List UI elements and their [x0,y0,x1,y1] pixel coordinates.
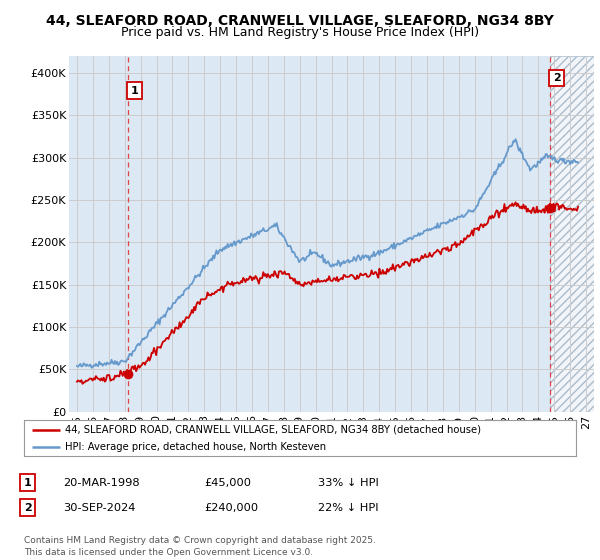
Text: 1: 1 [24,478,32,488]
Text: 44, SLEAFORD ROAD, CRANWELL VILLAGE, SLEAFORD, NG34 8BY (detached house): 44, SLEAFORD ROAD, CRANWELL VILLAGE, SLE… [65,425,481,435]
Text: 2: 2 [24,503,32,513]
Text: 30-SEP-2024: 30-SEP-2024 [63,503,136,513]
Text: 2: 2 [553,73,560,83]
Text: £45,000: £45,000 [204,478,251,488]
Text: 22% ↓ HPI: 22% ↓ HPI [318,503,379,513]
Text: Price paid vs. HM Land Registry's House Price Index (HPI): Price paid vs. HM Land Registry's House … [121,26,479,39]
Text: 1: 1 [131,86,139,96]
Text: £240,000: £240,000 [204,503,258,513]
Text: HPI: Average price, detached house, North Kesteven: HPI: Average price, detached house, Nort… [65,442,326,451]
Text: Contains HM Land Registry data © Crown copyright and database right 2025.
This d: Contains HM Land Registry data © Crown c… [24,536,376,557]
Text: 44, SLEAFORD ROAD, CRANWELL VILLAGE, SLEAFORD, NG34 8BY: 44, SLEAFORD ROAD, CRANWELL VILLAGE, SLE… [46,14,554,28]
Bar [550,56,594,412]
Text: 33% ↓ HPI: 33% ↓ HPI [318,478,379,488]
Bar [550,56,594,412]
Text: 20-MAR-1998: 20-MAR-1998 [63,478,140,488]
